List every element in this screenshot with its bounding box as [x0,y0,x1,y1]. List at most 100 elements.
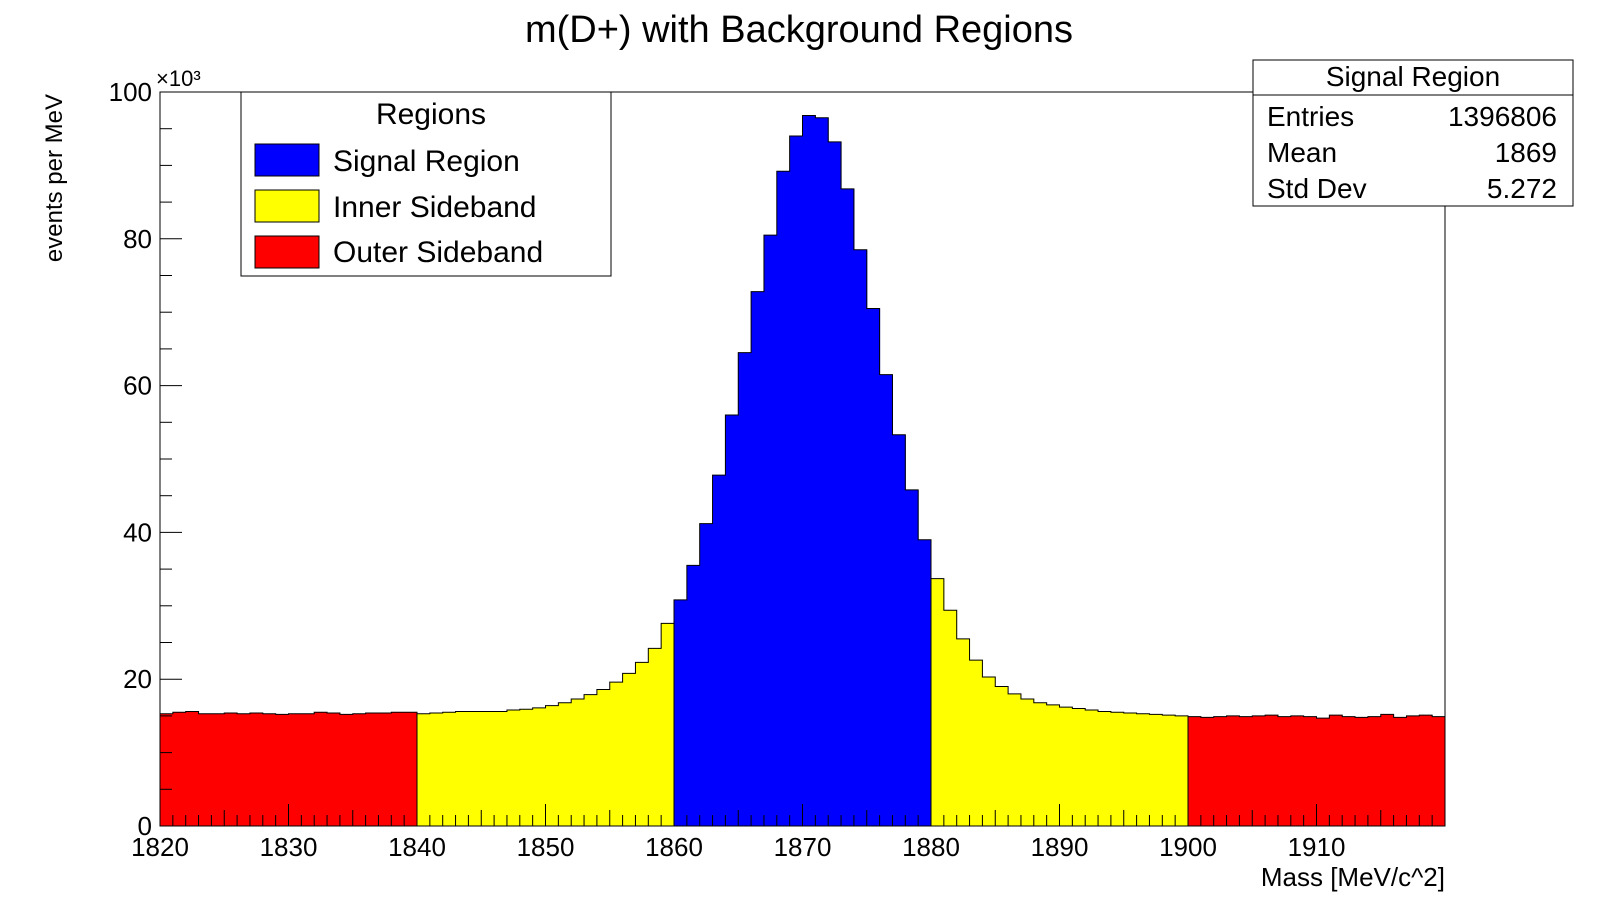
bar-outer-sideband-1913 [1355,717,1369,826]
bar-inner-sideband-1856 [622,673,636,826]
bar-outer-sideband-1827 [249,712,264,826]
stats-mean-value: 1869 [1495,137,1557,168]
bar-signal-region-1863 [712,475,726,826]
bar-signal-region-1877 [892,434,906,826]
bar-signal-region-1862 [699,523,714,826]
legend-swatch-inner [254,189,320,223]
bar-outer-sideband-1914 [1367,716,1382,826]
bar-outer-sideband-1837 [378,712,392,826]
legend-title: Regions [376,98,486,131]
bar-outer-sideband-1823 [198,713,212,826]
stats-entries-value: 1396806 [1448,101,1557,132]
legend-label-outer: Outer Sideband [333,236,543,269]
bar-outer-sideband-1918 [1419,715,1433,826]
bar-inner-sideband-1890 [1059,707,1073,826]
legend-label-inner: Inner Sideband [333,191,537,224]
bar-outer-sideband-1919 [1432,716,1446,826]
bar-outer-sideband-1822 [185,711,200,826]
plot-frame-overlay [159,91,1446,827]
bar-inner-sideband-1897 [1149,714,1163,826]
bar-inner-sideband-1884 [982,676,996,826]
y-tick-label-100: 100 [109,77,152,107]
bar-inner-sideband-1857 [635,662,649,826]
stats-box: Signal Region Entries 1396806 Mean 1869 … [1252,59,1574,207]
bar-outer-sideband-1820 [160,713,174,826]
y-tick-label-60: 60 [123,371,152,401]
legend: Regions Signal Region Inner Sideband Out… [240,91,612,277]
bars-group [159,114,1446,827]
bar-inner-sideband-1888 [1033,702,1048,826]
bar-signal-region-1874 [853,249,868,826]
bar-outer-sideband-1916 [1393,717,1407,826]
bar-outer-sideband-1909 [1303,716,1317,826]
bar-inner-sideband-1882 [956,638,971,826]
bar-inner-sideband-1853 [584,694,598,826]
y-tick-label-20: 20 [123,664,152,694]
x-tick-label-1880: 1880 [902,832,960,862]
stats-mean-label: Mean [1267,137,1337,168]
bar-inner-sideband-1889 [1046,704,1060,826]
x-tick-label-1820: 1820 [131,832,189,862]
bar-signal-region-1861 [686,565,701,826]
outline-outer-sideband-4 [1187,713,1446,826]
bar-signal-region-1870 [802,115,816,827]
bar-inner-sideband-1851 [558,702,572,826]
bar-inner-sideband-1883 [969,660,983,826]
stats-stddev-label: Std Dev [1267,173,1367,204]
y-axis-label: events per MeV [41,94,68,262]
bar-signal-region-1875 [866,308,881,826]
bar-outer-sideband-1826 [237,713,251,826]
bar-outer-sideband-1828 [262,713,277,826]
bar-inner-sideband-1840 [417,713,431,826]
bar-inner-sideband-1842 [442,712,457,826]
bar-signal-region-1873 [841,188,855,826]
bar-signal-region-1868 [776,171,791,827]
bar-inner-sideband-1847 [506,710,521,826]
bar-outer-sideband-1830 [288,713,302,826]
bar-signal-region-1872 [828,141,842,827]
bar-outer-sideband-1901 [1200,717,1215,826]
bar-outer-sideband-1834 [339,714,354,826]
bar-signal-region-1866 [751,291,765,826]
bar-outer-sideband-1906 [1265,715,1279,826]
bar-inner-sideband-1846 [494,711,508,826]
bar-outer-sideband-1904 [1239,716,1253,826]
bar-signal-region-1878 [905,489,919,826]
x-tick-label-1900: 1900 [1159,832,1217,862]
legend-swatch-outer [254,235,320,269]
stats-box-frame [1252,59,1574,207]
bar-outer-sideband-1910 [1316,718,1330,826]
bar-inner-sideband-1854 [596,689,611,826]
bar-inner-sideband-1893 [1098,711,1112,826]
bar-signal-region-1860 [674,599,688,826]
bar-signal-region-1867 [763,235,778,826]
bar-inner-sideband-1896 [1136,713,1150,826]
bar-outer-sideband-1838 [391,712,405,826]
bar-inner-sideband-1845 [481,711,495,826]
y-tick-label-80: 80 [123,224,152,254]
bar-inner-sideband-1859 [661,623,675,826]
bar-outer-sideband-1907 [1277,716,1292,826]
bar-inner-sideband-1852 [571,699,585,826]
bar-inner-sideband-1844 [468,711,482,826]
legend-swatch-signal [254,143,320,177]
bar-outer-sideband-1835 [352,713,367,826]
legend-label-signal: Signal Region [333,145,520,178]
bar-outer-sideband-1829 [275,714,289,826]
bar-inner-sideband-1892 [1085,710,1099,826]
bar-signal-region-1879 [918,539,932,826]
bar-outer-sideband-1831 [301,713,315,826]
bar-outer-sideband-1908 [1290,715,1305,826]
bar-outer-sideband-1902 [1213,716,1228,826]
bar-outer-sideband-1905 [1252,715,1266,826]
x-tick-label-1890: 1890 [1031,832,1089,862]
bar-inner-sideband-1850 [545,705,559,826]
bar-inner-sideband-1843 [455,711,469,826]
bar-inner-sideband-1887 [1020,699,1035,826]
bar-signal-region-1865 [738,352,752,826]
bar-inner-sideband-1855 [609,682,624,826]
bar-inner-sideband-1880 [931,578,945,826]
x-tick-label-1850: 1850 [517,832,575,862]
bar-inner-sideband-1848 [519,709,534,826]
